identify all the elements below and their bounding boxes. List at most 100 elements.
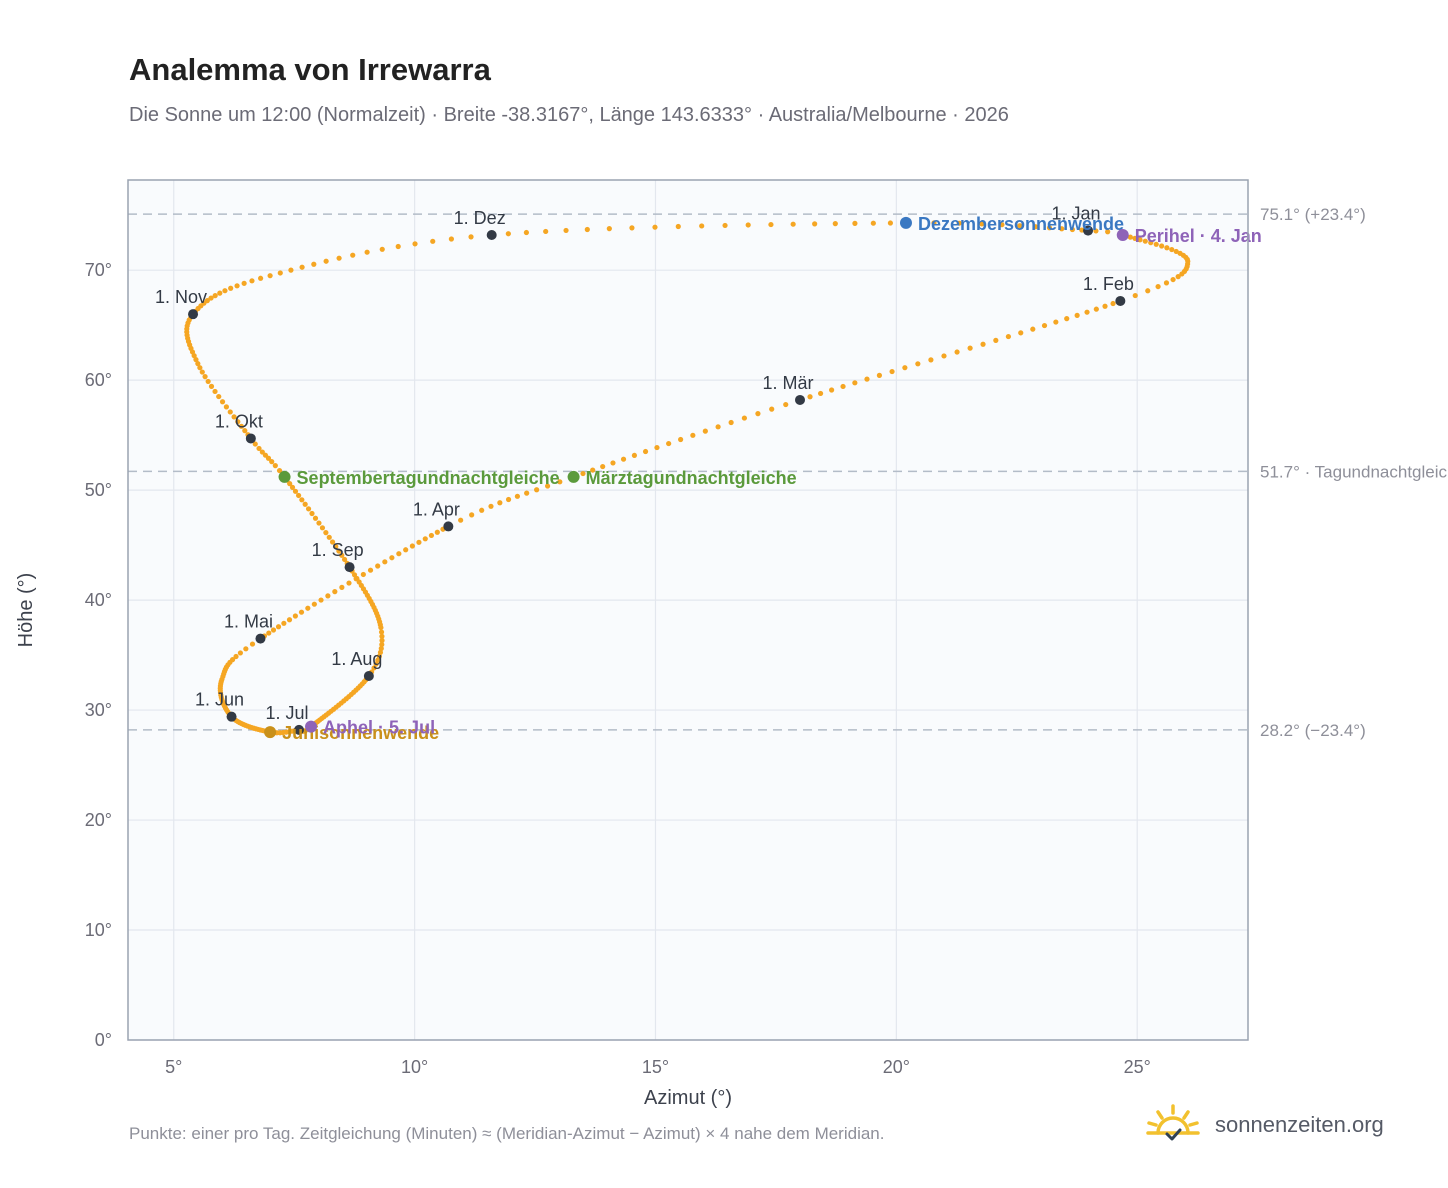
event-label: Septembertagundnachtgleiche [297, 468, 560, 488]
analemma-day-point [395, 243, 401, 250]
analemma-day-point [336, 548, 342, 554]
analemma-day-point [382, 559, 388, 565]
analemma-day-point [360, 571, 366, 578]
analemma-day-point [690, 432, 696, 438]
analemma-day-point [980, 341, 986, 347]
analemma-day-point [1069, 226, 1076, 233]
analemma-day-point [332, 589, 338, 595]
analemma-day-point [311, 601, 317, 607]
analemma-day-point [1041, 322, 1048, 329]
analemma-day-point [208, 383, 215, 389]
event-marker [278, 470, 291, 483]
analemma-day-point [580, 470, 586, 477]
analemma-day-point [1170, 276, 1176, 283]
y-tick-label: 30° [85, 700, 112, 720]
analemma-day-point [227, 409, 233, 415]
analemma-day-point [396, 551, 402, 557]
brand[interactable]: sonnenzeiten.org [1145, 1100, 1384, 1150]
y-tick-label: 60° [85, 370, 112, 390]
analemma-day-point [479, 507, 485, 513]
month-marker [255, 633, 266, 644]
analemma-day-point [305, 506, 312, 512]
analemma-day-point [1046, 225, 1053, 231]
x-tick-label: 10° [401, 1057, 428, 1077]
analemma-day-point [289, 484, 296, 490]
analemma-day-point [323, 258, 329, 264]
analemma-day-point [1148, 240, 1154, 246]
analemma-day-point [557, 479, 563, 485]
analemma-day-point [1079, 227, 1085, 233]
analemma-day-point [281, 620, 287, 626]
month-marker [1083, 225, 1094, 236]
analemma-day-point [1173, 248, 1179, 255]
analemma-day-point [1169, 246, 1175, 253]
analemma-day-point [205, 378, 211, 385]
analemma-day-point [979, 221, 985, 227]
analemma-day-point [379, 641, 385, 648]
analemma-day-point [629, 225, 635, 231]
analemma-day-point [350, 252, 356, 258]
analemma-day-point [458, 517, 464, 523]
analemma-day-point [514, 493, 521, 499]
x-axis-label: Azimut (°) [644, 1087, 732, 1109]
analemma-day-point [403, 547, 409, 553]
analemma-day-point [1159, 243, 1165, 249]
analemma-day-point [325, 593, 331, 599]
analemma-day-point [1132, 235, 1138, 241]
analemma-day-point [488, 503, 494, 509]
month-marker [363, 670, 374, 681]
analemma-day-point [219, 399, 226, 405]
analemma-day-point [1179, 271, 1185, 277]
analemma-day-point [832, 221, 838, 227]
analemma-day-point [241, 280, 247, 286]
reference-line-label: 28.2° (−23.4°) [1260, 721, 1366, 740]
analemma-day-point [999, 222, 1005, 228]
analemma-day-point [468, 234, 474, 240]
analemma-day-point [1059, 226, 1065, 232]
analemma-day-point [505, 496, 512, 503]
analemma-day-point [1032, 224, 1039, 230]
analemma-day-point [889, 368, 895, 375]
analemma-day-point [584, 226, 590, 233]
analemma-day-point [769, 406, 775, 412]
analemma-day-point [339, 552, 345, 558]
analemma-day-point [544, 483, 551, 489]
analemma-day-point [222, 288, 228, 294]
y-tick-label: 20° [85, 810, 112, 830]
analemma-day-point [1084, 309, 1090, 315]
x-tick-label: 5° [165, 1057, 182, 1077]
analemma-day-point [346, 580, 352, 586]
analemma-day-point [199, 369, 205, 375]
analemma-day-point [316, 520, 322, 526]
analemma-day-point [377, 649, 384, 656]
analemma-day-point [631, 452, 638, 459]
analemma-day-point [1093, 306, 1099, 312]
analemma-day-point [233, 653, 239, 660]
analemma-day-point [373, 661, 379, 667]
analemma-day-point [235, 419, 241, 425]
analemma-day-point [216, 393, 222, 400]
analemma-day-point [876, 372, 883, 378]
analemma-day-point [1074, 312, 1080, 318]
event-markers: Märztagundnachtgleiche Septembertagundnac… [264, 214, 1262, 743]
analemma-day-point [1053, 319, 1059, 325]
analemma-day-point [829, 387, 835, 393]
analemma-day-point [1105, 229, 1111, 235]
analemma-day-point [238, 423, 245, 429]
analemma-day-point [1127, 234, 1133, 240]
analemma-day-point [1018, 330, 1024, 336]
month-marker-label: 1. Jan [1052, 204, 1101, 224]
analemma-day-point [296, 492, 302, 499]
analemma-day-point [722, 222, 728, 229]
analemma-day-point [364, 249, 370, 255]
analemma-day-point [336, 255, 342, 261]
analemma-day-point [610, 460, 616, 466]
analemma-day-point [277, 270, 283, 276]
analemma-day-point [305, 605, 311, 611]
analemma-day-point [292, 488, 299, 494]
month-marker [344, 562, 355, 573]
analemma-day-point [652, 224, 658, 230]
analemma-day-point [237, 650, 243, 656]
analemma-day-point [448, 236, 454, 242]
event-marker [1116, 228, 1129, 241]
